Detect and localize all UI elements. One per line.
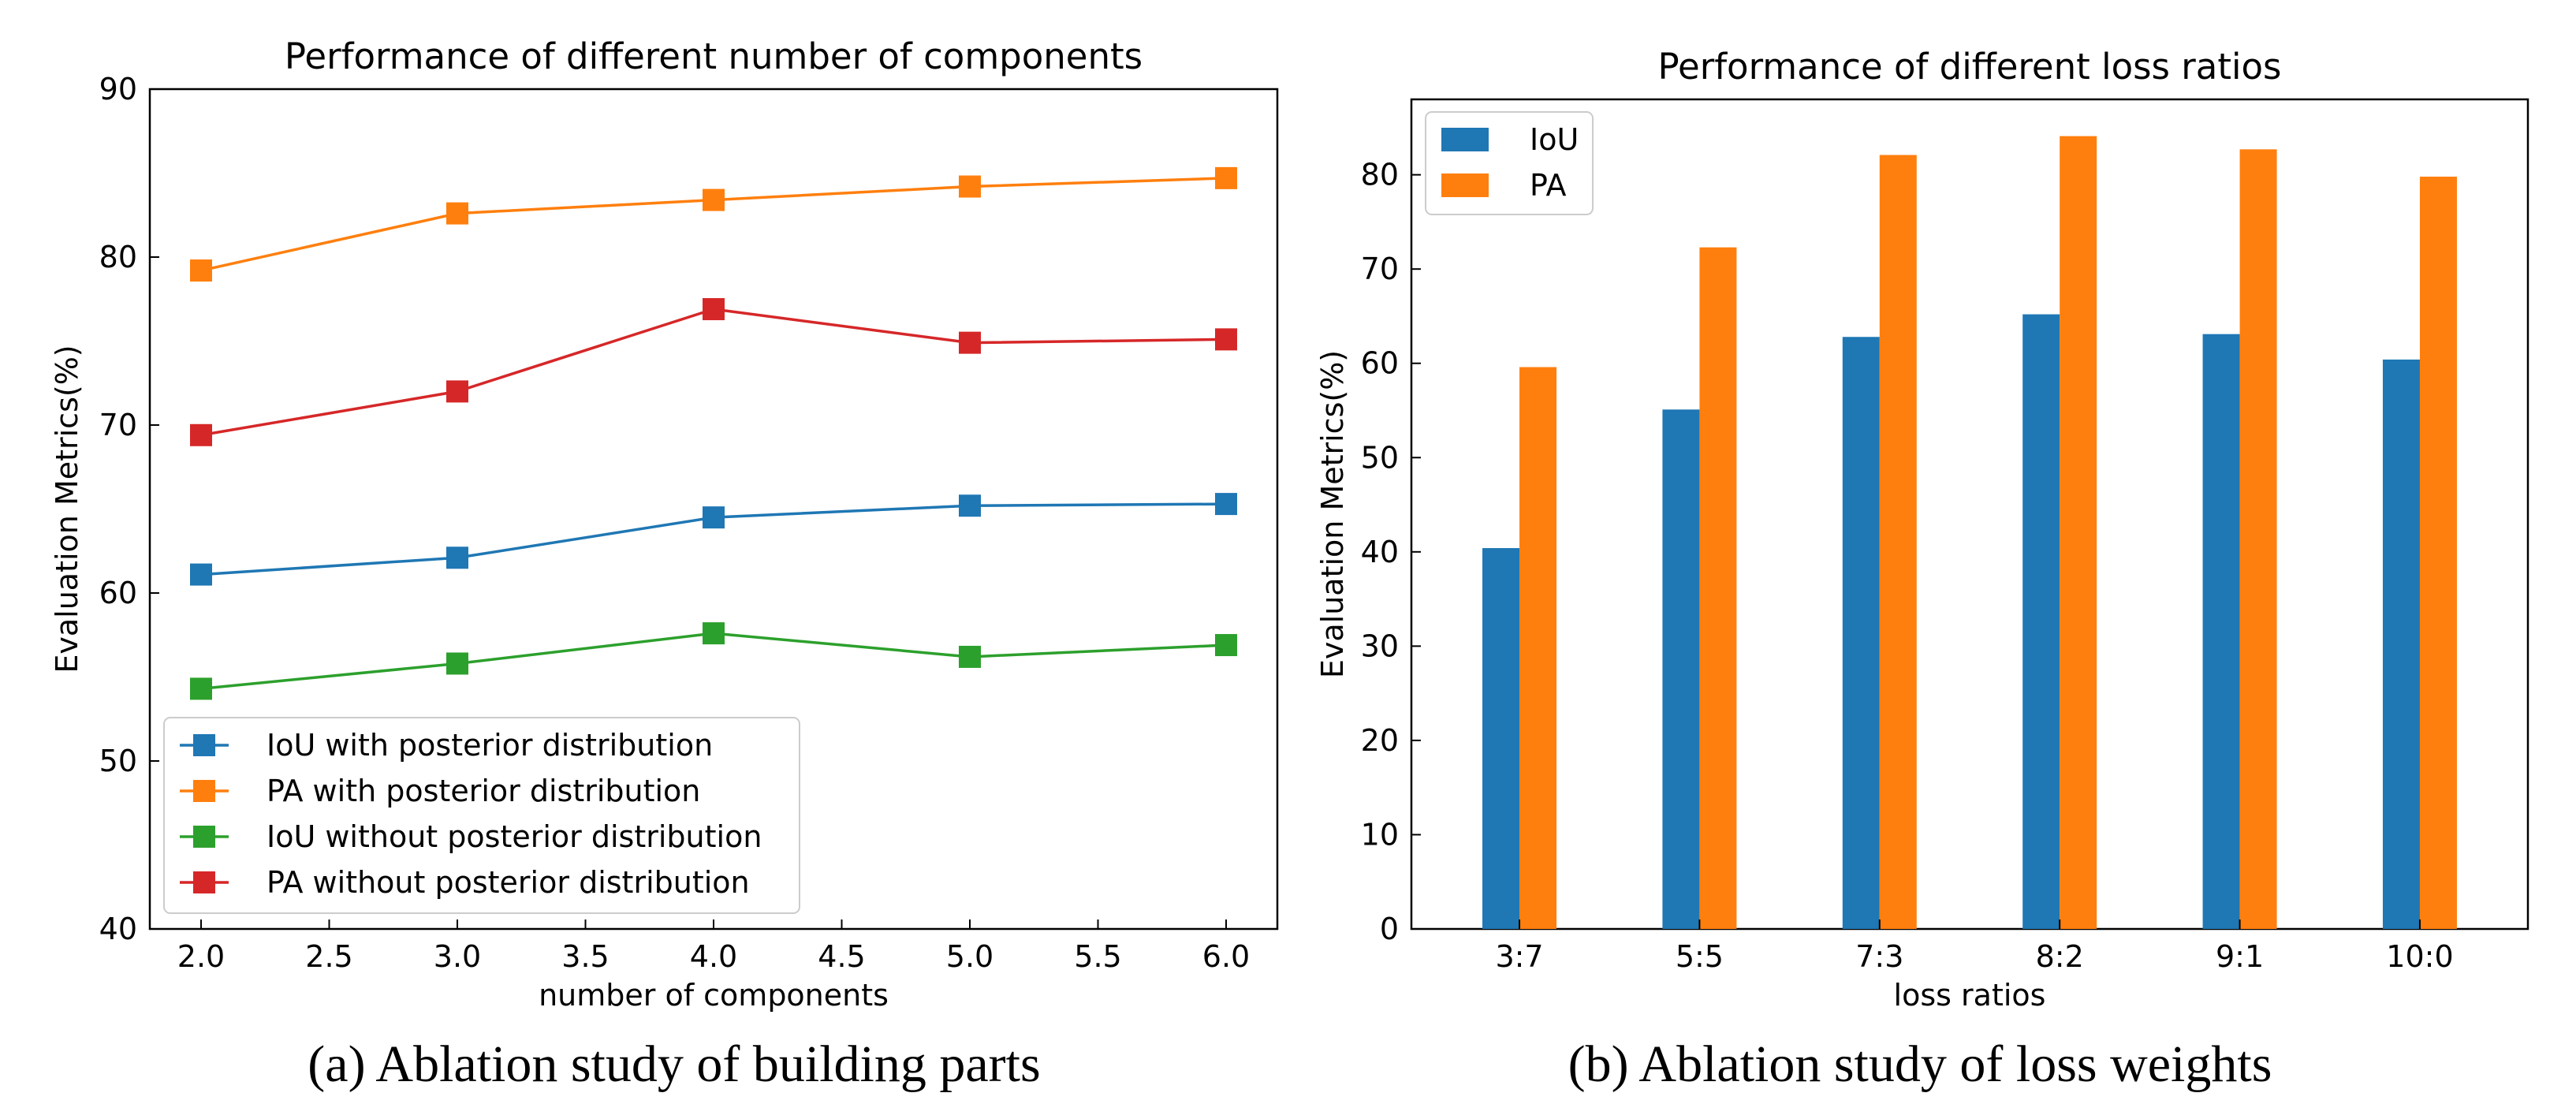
- y-tick-label: 50: [1361, 440, 1399, 475]
- data-point-3-1: [446, 380, 468, 403]
- bar-chart-loss-ratios: Performance of different loss ratios 3:7 5…: [1315, 46, 2529, 1013]
- y-axis-label: Evaluation Metrics(%): [50, 345, 84, 673]
- y-tick-label: 70: [99, 408, 137, 442]
- legend-marker: [193, 826, 215, 848]
- y-tick-label: 0: [1380, 912, 1399, 946]
- x-tick-label: 3.5: [561, 939, 609, 974]
- y-axis-label: Evaluation Metrics(%): [1315, 350, 1350, 678]
- legend-swatch: [1441, 173, 1489, 197]
- bar-1-5: [2419, 177, 2457, 929]
- legend-label: PA: [1530, 168, 1566, 203]
- y-tick-label: 30: [1361, 629, 1399, 663]
- data-point-0-1: [446, 546, 468, 569]
- data-point-3-2: [703, 298, 725, 321]
- series-line-3: [200, 308, 1227, 437]
- legend: IoU PA: [1425, 111, 1594, 215]
- data-point-0-4: [1215, 493, 1237, 516]
- bar-1-1: [1699, 247, 1737, 929]
- bar-1-3: [2060, 136, 2097, 929]
- data-point-1-0: [190, 259, 212, 282]
- legend-label: IoU: [1530, 122, 1579, 157]
- legend-marker: [193, 780, 215, 802]
- x-tick-label: 2.5: [305, 939, 352, 974]
- bar-0-1: [1662, 409, 1700, 929]
- data-point-0-0: [190, 563, 212, 586]
- data-point-2-4: [1215, 634, 1237, 657]
- y-tick-label: 60: [1361, 346, 1399, 381]
- bar-0-4: [2202, 334, 2240, 929]
- chart-title: Performance of different number of compo…: [285, 35, 1143, 77]
- x-tick-label: 7:3: [1855, 939, 1903, 974]
- bar-0-3: [2022, 314, 2060, 930]
- data-point-3-3: [959, 331, 981, 354]
- legend: IoU with posterior distribution PA with p…: [163, 717, 800, 914]
- bar-0-2: [1842, 337, 1880, 930]
- data-point-1-1: [446, 202, 468, 225]
- x-tick-label: 9:1: [2216, 939, 2264, 974]
- x-tick-label: 5.0: [946, 939, 993, 974]
- data-point-2-3: [959, 645, 981, 668]
- y-tick-label: 20: [1361, 723, 1399, 758]
- x-axis-label: loss ratios: [1894, 978, 2046, 1013]
- data-point-0-3: [959, 494, 981, 517]
- y-tick-label: 40: [99, 912, 137, 946]
- data-point-2-2: [703, 622, 725, 645]
- y-tick-label: 60: [99, 576, 137, 610]
- data-point-1-2: [703, 188, 725, 211]
- x-tick-label: 3.0: [434, 939, 481, 974]
- caption-building-parts: (a) Ablation study of building parts: [308, 1035, 1041, 1093]
- legend-marker: [193, 871, 215, 893]
- legend-marker: [193, 734, 215, 756]
- y-tick-label: 80: [99, 240, 137, 274]
- data-point-1-4: [1215, 166, 1237, 189]
- line-chart-components: Performance of different number of compo…: [50, 35, 1279, 1013]
- caption-loss-weights: (b) Ablation study of loss weights: [1568, 1035, 2272, 1093]
- x-tick-label: 5:5: [1676, 939, 1724, 974]
- x-tick-label: 6.0: [1202, 939, 1250, 974]
- legend-box: [163, 717, 800, 914]
- legend-swatch: [1441, 128, 1489, 151]
- x-tick-label: 2.0: [177, 939, 225, 974]
- bar-1-2: [1879, 155, 1917, 930]
- data-point-1-3: [959, 175, 981, 198]
- chart-title: Performance of different loss ratios: [1658, 46, 2282, 88]
- x-tick-label: 10:0: [2386, 939, 2453, 974]
- legend-label: IoU without posterior distribution: [267, 819, 762, 854]
- data-point-2-0: [190, 677, 212, 700]
- bar-0-5: [2382, 359, 2420, 930]
- legend-label: IoU with posterior distribution: [267, 728, 713, 763]
- data-point-2-1: [446, 652, 468, 675]
- data-point-0-2: [703, 506, 725, 529]
- x-tick-label: 4.5: [818, 939, 865, 974]
- y-tick-label: 90: [99, 72, 137, 106]
- legend-label: PA without posterior distribution: [267, 865, 750, 900]
- y-tick-label: 50: [99, 744, 137, 778]
- bar-0-0: [1482, 548, 1520, 929]
- y-tick-label: 80: [1361, 158, 1399, 192]
- x-tick-label: 5.5: [1074, 939, 1121, 974]
- y-tick-label: 70: [1361, 252, 1399, 286]
- legend-label: PA with posterior distribution: [267, 774, 700, 808]
- x-tick-label: 3:7: [1495, 939, 1543, 974]
- y-tick-label: 40: [1361, 535, 1399, 569]
- y-tick-label: 10: [1361, 817, 1399, 852]
- x-tick-label: 4.0: [690, 939, 737, 974]
- data-point-3-0: [190, 423, 212, 446]
- plot-frame: [1410, 98, 2529, 931]
- x-axis-label: number of components: [539, 978, 889, 1013]
- x-tick-label: 8:2: [2036, 939, 2084, 974]
- data-point-3-4: [1215, 328, 1237, 351]
- bar-1-4: [2239, 149, 2277, 930]
- bar-1-0: [1519, 367, 1557, 929]
